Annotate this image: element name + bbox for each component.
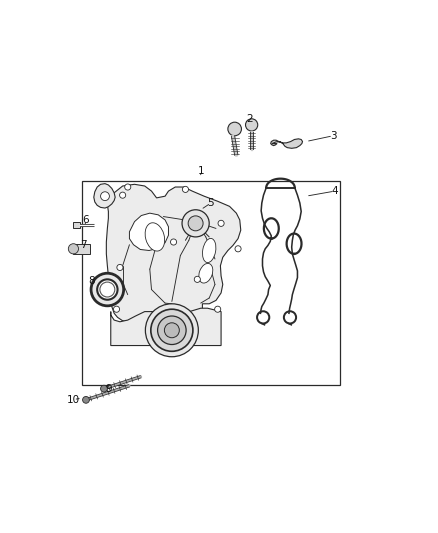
Text: 10: 10 xyxy=(67,394,80,405)
Polygon shape xyxy=(94,184,115,208)
Circle shape xyxy=(100,282,115,297)
Text: 6: 6 xyxy=(82,215,88,225)
Polygon shape xyxy=(111,308,221,345)
Polygon shape xyxy=(106,184,241,322)
Circle shape xyxy=(68,244,78,254)
Ellipse shape xyxy=(145,223,165,251)
Circle shape xyxy=(97,279,117,300)
Polygon shape xyxy=(130,213,169,251)
Circle shape xyxy=(91,273,124,306)
Circle shape xyxy=(170,239,177,245)
Circle shape xyxy=(182,210,209,237)
Circle shape xyxy=(117,264,123,271)
Circle shape xyxy=(228,122,241,136)
Text: 7: 7 xyxy=(80,240,87,250)
Bar xyxy=(74,222,80,229)
Circle shape xyxy=(164,323,179,338)
Circle shape xyxy=(215,306,221,312)
Circle shape xyxy=(182,187,188,192)
Text: 2: 2 xyxy=(247,114,253,124)
Circle shape xyxy=(101,192,110,200)
Bar xyxy=(82,181,340,385)
Text: 4: 4 xyxy=(332,186,338,196)
Circle shape xyxy=(158,316,186,344)
Circle shape xyxy=(83,397,89,403)
Text: 5: 5 xyxy=(208,198,214,208)
Circle shape xyxy=(113,306,120,312)
Ellipse shape xyxy=(202,238,216,263)
Text: 8: 8 xyxy=(88,276,94,286)
Ellipse shape xyxy=(199,263,213,283)
Circle shape xyxy=(194,276,200,282)
Circle shape xyxy=(235,246,241,252)
Bar xyxy=(74,244,90,254)
Circle shape xyxy=(246,119,258,131)
Circle shape xyxy=(145,304,198,357)
Polygon shape xyxy=(271,139,303,148)
Text: 1: 1 xyxy=(198,166,204,176)
Circle shape xyxy=(218,220,224,227)
Circle shape xyxy=(125,184,131,190)
Circle shape xyxy=(151,309,193,351)
Circle shape xyxy=(188,216,203,231)
Text: 3: 3 xyxy=(330,131,336,141)
Text: 9: 9 xyxy=(106,384,113,394)
Circle shape xyxy=(101,385,107,392)
Circle shape xyxy=(120,192,126,198)
